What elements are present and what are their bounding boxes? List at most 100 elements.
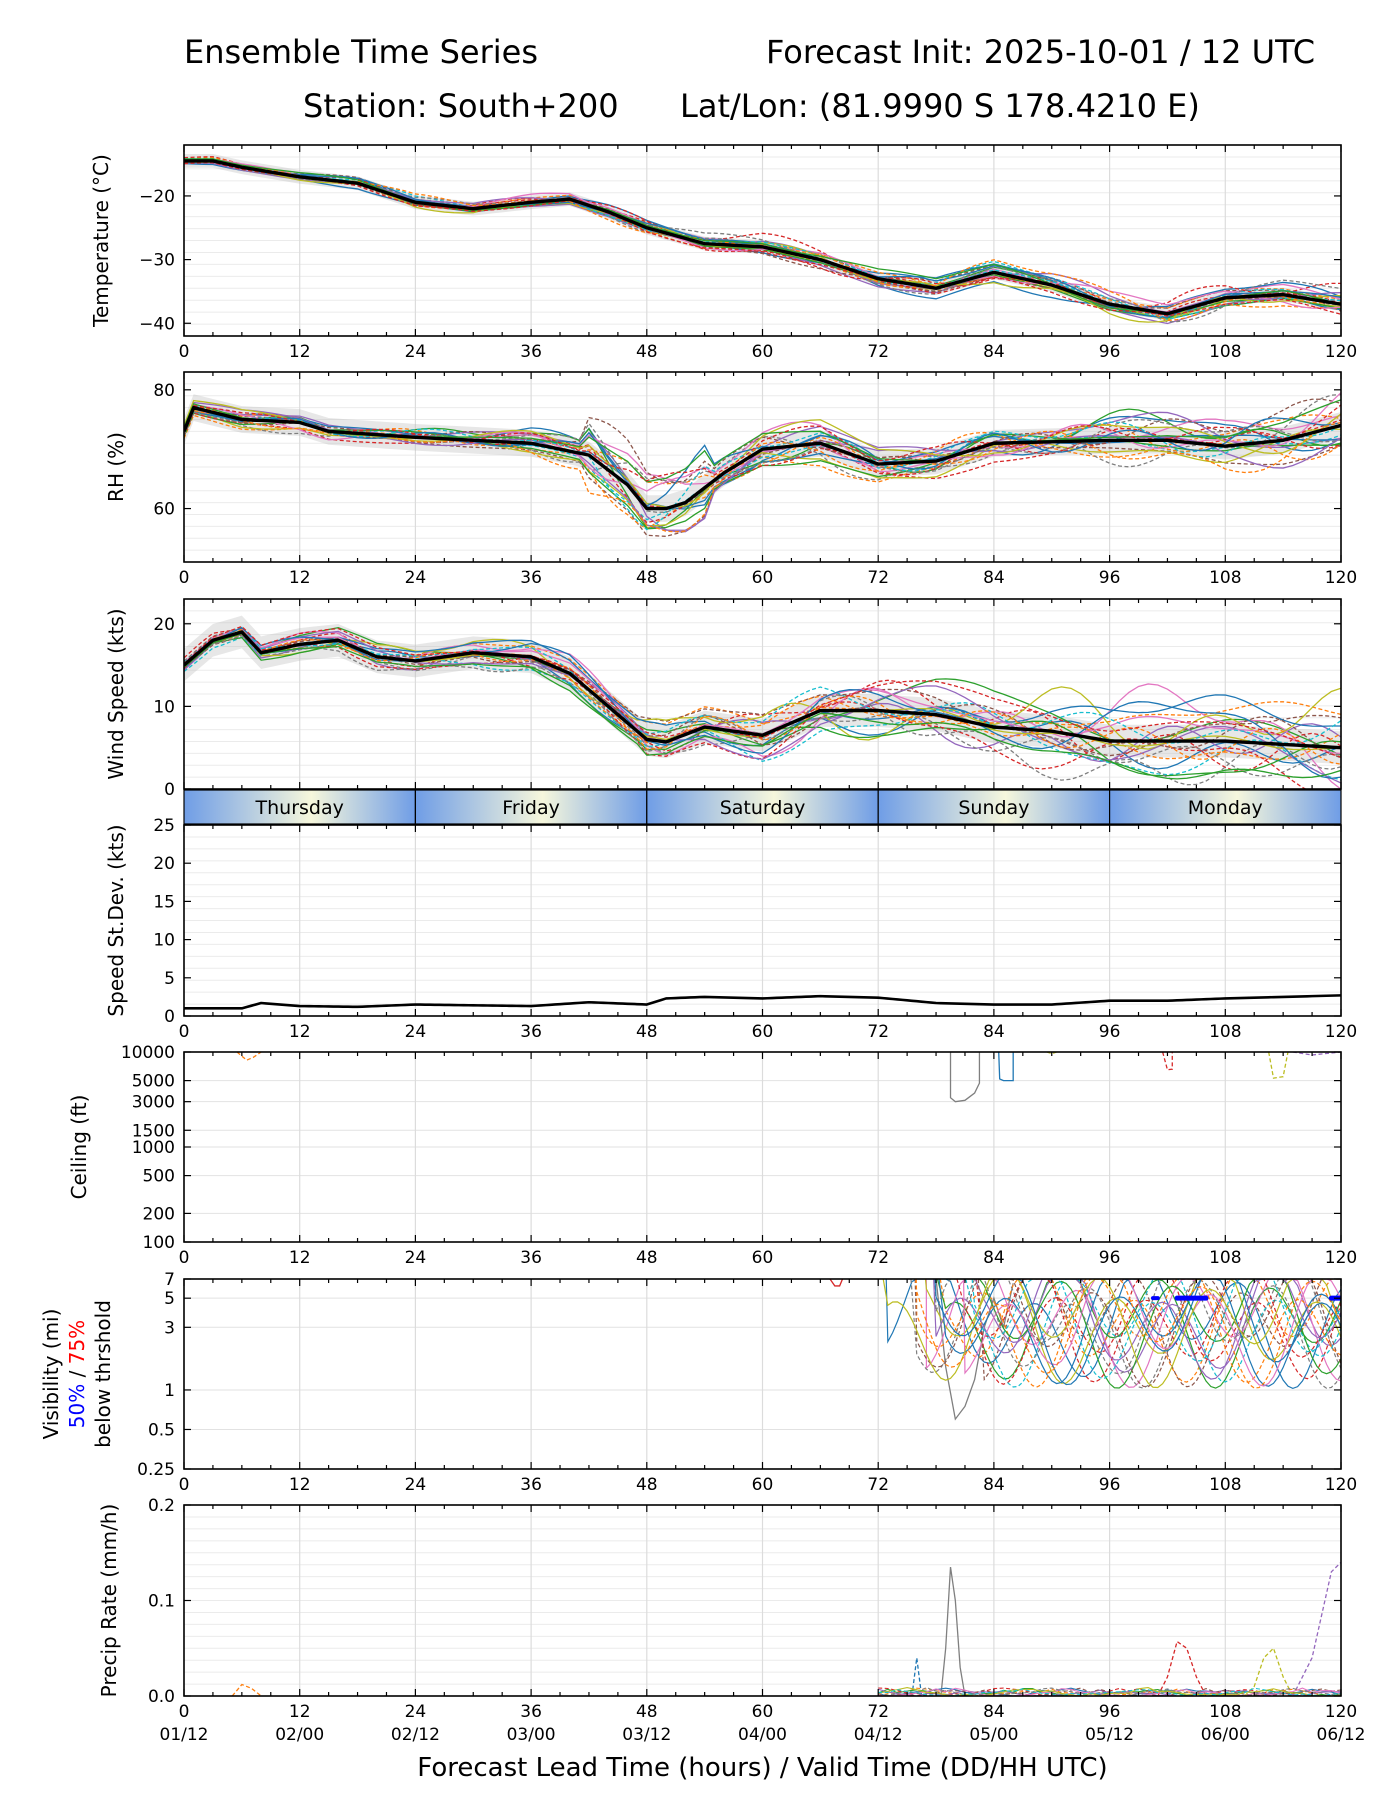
temperature-member-line [184, 161, 1341, 317]
threshold-legend: 50% / 75% [65, 1320, 89, 1428]
visibility-member-line [885, 1279, 1341, 1390]
spread-y-tick-label: 15 [153, 892, 175, 912]
spread-mean-line [184, 994, 1341, 1010]
valid-time-label: 04/12 [854, 1725, 903, 1745]
threshold-50-label: 50% [65, 1384, 89, 1428]
visibility-x-tick-label: 60 [752, 1475, 774, 1495]
precip-x-tick-label: 60 [752, 1702, 774, 1722]
wind-member-line [184, 630, 1341, 750]
x-axis-label: Forecast Lead Time (hours) / Valid Time … [417, 1753, 1107, 1783]
valid-time-label: 06/12 [1317, 1725, 1366, 1745]
visibility-y-tick-label: 1 [164, 1381, 175, 1401]
ceiling-member-line [236, 1052, 262, 1061]
rh-x-tick-label: 120 [1325, 568, 1357, 588]
ceiling-x-tick-label: 120 [1325, 1248, 1357, 1268]
ceiling-x-tick-label: 72 [867, 1248, 889, 1268]
precip-member-line [1244, 1647, 1294, 1696]
precip-axis-label: Precip Rate (mm/h) [97, 1504, 121, 1698]
visibility-x-tick-label: 120 [1325, 1475, 1357, 1495]
day-cell [646, 789, 879, 825]
temperature-y-tick-label: −40 [139, 314, 175, 334]
spread-x-tick-label: 96 [1099, 1022, 1121, 1042]
rh-axis-label: RH (%) [104, 432, 128, 502]
rh-x-tick-label: 24 [405, 568, 427, 588]
ceiling-axis-label: Ceiling (ft) [67, 1095, 91, 1200]
day-label: Thursday [255, 797, 344, 819]
valid-time-label: 02/12 [391, 1725, 440, 1745]
ceiling-x-tick-label: 12 [289, 1248, 311, 1268]
temperature-mean-line [184, 159, 1341, 316]
precip-x-tick-label: 108 [1209, 1702, 1241, 1722]
day-cell [1108, 789, 1342, 825]
ceiling-x-tick-label: 24 [405, 1248, 427, 1268]
spread-y-tick-label: 25 [153, 816, 175, 836]
forecast-init: Forecast Init: 2025-10-01 / 12 UTC [766, 33, 1316, 71]
wind-member-line [184, 632, 1341, 780]
ceiling-x-tick-label: 48 [636, 1248, 658, 1268]
spread-y-tick-label: 5 [164, 969, 175, 989]
ceiling-y-tick-label: 10000 [121, 1043, 175, 1063]
spread-x-tick-label: 108 [1209, 1022, 1241, 1042]
spread-x-tick-label: 84 [983, 1022, 1005, 1042]
visibility-member-line [829, 1279, 844, 1287]
ceiling-x-ticks [183, 1052, 1342, 1242]
spread-plot [184, 994, 1341, 1010]
spread-panel: 0 12 24 36 48 60 72 84 96 108 120 0 5 10 15 20 25 Speed S… [104, 816, 1357, 1042]
threshold-separator: / [65, 1364, 89, 1383]
wind-member-line [184, 626, 1341, 745]
precip-x-tick-label: 48 [636, 1702, 658, 1722]
spread-axis-label: Speed St.Dev. (kts) [104, 824, 128, 1016]
rh-member-line [184, 405, 1341, 533]
visibility-member-line [936, 1279, 1341, 1389]
temperature-plot [184, 154, 1341, 325]
temperature-x-tick-label: 84 [983, 342, 1005, 362]
valid-time-label: 06/00 [1201, 1725, 1250, 1745]
visibility-x-tick-label: 108 [1209, 1475, 1241, 1495]
visibility-y-tick-label: 3 [164, 1318, 175, 1338]
rh-mean-line [184, 405, 1341, 511]
rh-member-line [184, 399, 1341, 508]
temperature-axis-label: Temperature (°C) [89, 154, 113, 328]
wind-panel: 0 10 20 Wind Speed (kts) [104, 598, 1342, 800]
spread-x-tick-label: 60 [752, 1022, 774, 1042]
rh-x-tick-label: 60 [752, 568, 774, 588]
wind-member-line [184, 625, 1341, 758]
visibility-axis-label: Visibility (mi) [39, 1309, 63, 1440]
wind-grid [183, 598, 1342, 790]
precip-y-tick-label: 0.0 [148, 1687, 175, 1707]
temperature-x-tick-label: 72 [867, 342, 889, 362]
spread-x-tick-label: 24 [405, 1022, 427, 1042]
precip-x-tick-label: 24 [405, 1702, 427, 1722]
precip-grid [183, 1504, 1342, 1697]
day-cell [414, 789, 648, 825]
spread-x-tick-label: 36 [520, 1022, 542, 1042]
ceiling-grid [183, 1051, 1342, 1243]
precip-member-line [1292, 1561, 1341, 1696]
temperature-panel: 0 12 24 36 48 60 72 84 96 108 120 −20 −30 −40 Temperat… [89, 144, 1357, 362]
ceiling-y-tick-label: 200 [143, 1204, 175, 1224]
ceiling-x-tick-label: 60 [752, 1248, 774, 1268]
ceiling-x-tick-label: 36 [520, 1248, 542, 1268]
rh-spread-band [184, 394, 1341, 522]
threshold-caption: below thrshold [91, 1300, 115, 1448]
wind-axis-label: Wind Speed (kts) [104, 608, 128, 779]
temperature-x-tick-label: 60 [752, 342, 774, 362]
rh-x-tick-label: 108 [1209, 568, 1241, 588]
spread-y-tick-label: 0 [164, 1007, 175, 1027]
precip-x-tick-label: 120 [1325, 1702, 1357, 1722]
threshold-75-label: 75% [65, 1320, 89, 1364]
ceiling-panel: 0 12 24 36 48 60 72 84 96 108 120 100 200 500 10001500… [67, 1043, 1357, 1268]
precip-member-line [1157, 1640, 1207, 1696]
temperature-x-tick-label: 24 [405, 342, 427, 362]
visibility-member-line [882, 1279, 1341, 1389]
visibility-member-line [925, 1279, 1341, 1388]
precip-member-line [231, 1683, 262, 1696]
rh-member-line [184, 406, 1341, 507]
visibility-member-line [934, 1279, 1341, 1389]
rh-x-tick-label: 36 [520, 568, 542, 588]
precip-y-tick-label: 0.2 [148, 1496, 175, 1516]
ceiling-plot [236, 1052, 1341, 1103]
visibility-x-tick-label: 0 [179, 1475, 190, 1495]
day-cell [877, 789, 1111, 825]
spread-x-ticks [183, 825, 1342, 1016]
